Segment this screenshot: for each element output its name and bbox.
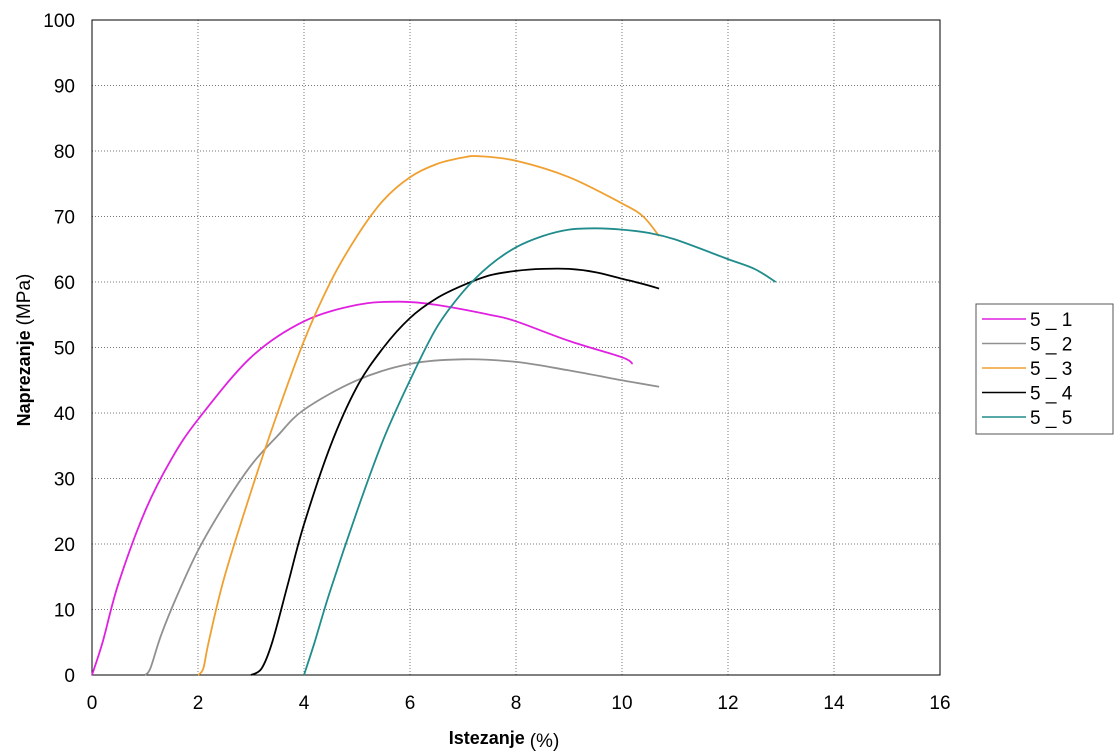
- plot-frame: [91, 19, 941, 676]
- series-line-4: [250, 267, 660, 676]
- x-tick-label: 4: [299, 693, 310, 714]
- x-tick-label: 14: [823, 693, 845, 714]
- y-tick-label: 10: [54, 601, 75, 622]
- legend-label-1: 5 _ 1: [1030, 310, 1072, 331]
- series-line-1: [91, 300, 634, 676]
- x-axis-label-text: Istezanje: [449, 728, 525, 748]
- series-lines: [91, 155, 777, 676]
- x-tick-label: 16: [929, 693, 950, 714]
- x-tick-label: 0: [87, 693, 98, 714]
- x-tick-label: 12: [717, 693, 738, 714]
- y-tick-label: 60: [54, 273, 75, 294]
- y-tick-label: 30: [54, 470, 75, 491]
- x-axis-label-unit: (%): [530, 731, 560, 752]
- y-axis-label: Naprezanje (MPa): [14, 274, 35, 427]
- tick-labels: 0 2 4 6 8 10 12 14 16 0 10 20 30 40 50 60 70 80 90 100: [43, 11, 950, 714]
- y-axis-label-text: Naprezanje: [14, 330, 34, 426]
- y-tick-label: 100: [43, 11, 75, 32]
- x-tick-label: 10: [611, 693, 632, 714]
- x-tick-label: 8: [511, 693, 522, 714]
- x-tick-label: 2: [193, 693, 204, 714]
- legend-label-3: 5 _ 3: [1030, 359, 1072, 380]
- x-tick-label: 6: [405, 693, 416, 714]
- grid: [92, 20, 940, 675]
- y-tick-label: 90: [54, 77, 75, 98]
- series-line-2: [144, 358, 660, 676]
- y-tick-label: 20: [54, 535, 75, 556]
- y-tick-label: 70: [54, 208, 75, 229]
- x-axis-label: Istezanje (%): [449, 728, 560, 752]
- legend-box: [975, 303, 1114, 435]
- legend-label-4: 5 _ 4: [1030, 384, 1073, 405]
- y-tick-label: 0: [64, 666, 75, 687]
- legend-label-2: 5 _ 2: [1030, 335, 1072, 356]
- y-axis-label-unit: (MPa): [14, 274, 35, 326]
- legend-label-5: 5 _ 5: [1030, 408, 1072, 429]
- legend: 5 _ 1 5 _ 2 5 _ 3 5 _ 4 5 _ 5: [975, 303, 1114, 435]
- y-tick-label: 50: [54, 339, 75, 360]
- y-tick-label: 80: [54, 142, 75, 163]
- series-line-5: [303, 227, 777, 676]
- y-tick-label: 40: [54, 404, 75, 425]
- series-line-3: [197, 155, 660, 676]
